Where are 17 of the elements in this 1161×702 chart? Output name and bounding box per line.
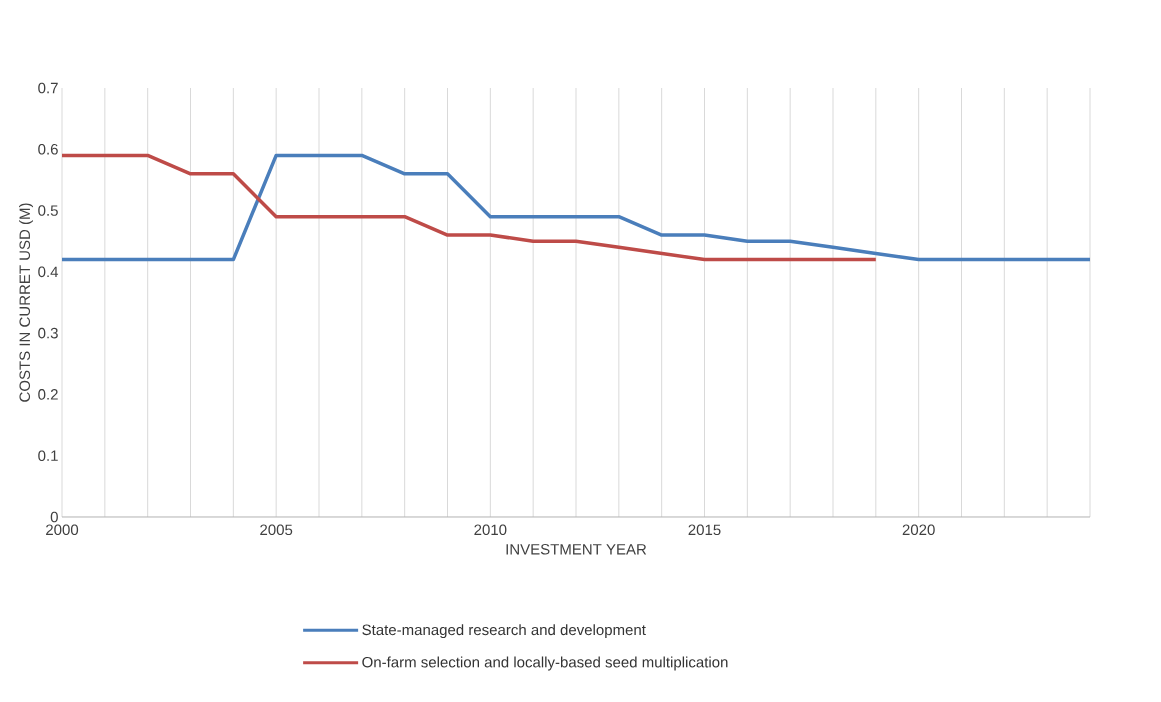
- legend-label: State-managed research and development: [362, 624, 646, 639]
- y-tick-label: 0.5: [38, 205, 58, 216]
- legend-label: On-farm selection and locally-based seed multiplication: [362, 656, 728, 671]
- x-tick-label: 2015: [688, 524, 721, 536]
- y-axis-title: COSTS IN CURRET USD (M): [19, 203, 34, 402]
- x-tick-label: 2000: [46, 524, 79, 536]
- y-tick-label: 0.6: [38, 143, 58, 155]
- x-tick-label: 2005: [260, 524, 293, 536]
- x-tick-label: 2010: [474, 524, 507, 536]
- x-tick-label: 2020: [902, 524, 935, 536]
- y-tick-label: 0.7: [38, 82, 58, 94]
- y-tick-label: 0.4: [38, 266, 59, 278]
- y-tick-label: 0.1: [38, 450, 58, 461]
- y-tick-label: 0: [50, 511, 58, 523]
- x-axis-title: INVESTMENT YEAR: [506, 543, 647, 555]
- y-tick-label: 0.2: [38, 389, 58, 400]
- y-tick-label: 0.3: [38, 327, 58, 339]
